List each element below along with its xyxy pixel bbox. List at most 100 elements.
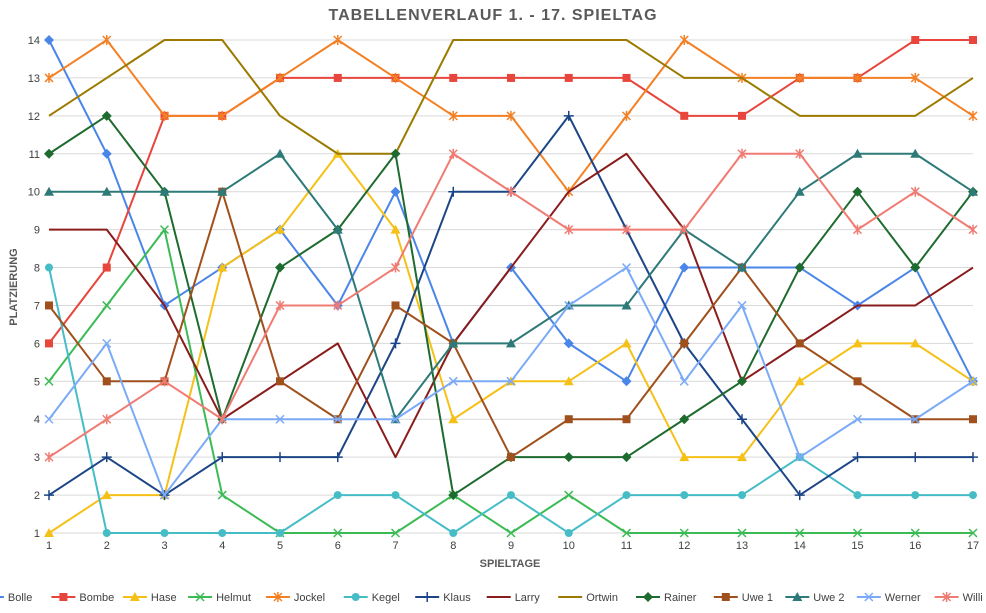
legend-label: Jockel [294,592,325,604]
data-point [969,491,977,500]
data-point [102,377,111,386]
data-point [159,186,170,196]
legend-item: Helmut [188,592,251,604]
data-point [794,186,805,196]
legend: Bolle Bombe Hase Helmut Jockel Kegel Klaus Larr… [0,592,983,604]
data-point [159,490,170,500]
data-point [390,224,401,234]
data-point [563,110,574,121]
data-point [564,224,574,235]
x-tick-label: 9 [508,540,514,552]
legend-item: Uwe 2 [785,592,844,604]
x-tick-label: 10 [563,540,575,552]
data-point [507,491,515,500]
y-tick-label: 12 [28,111,40,123]
legend-label: Hase [151,592,177,604]
data-point [275,414,285,424]
data-point [968,452,978,463]
data-point [564,415,573,424]
data-point [333,73,342,82]
data-point [795,339,804,348]
legend-label: Ortwin [586,592,618,604]
data-point [737,528,747,538]
legend-label: Willi [963,592,983,604]
data-point [44,452,54,463]
y-tick-label: 5 [34,376,40,388]
y-tick-label: 7 [34,300,40,312]
data-point [217,262,228,272]
data-point [390,262,401,273]
data-point [44,72,54,83]
data-point [795,148,805,159]
data-point [45,339,53,348]
data-point [333,491,342,500]
data-point [59,593,68,601]
data-point [102,35,112,45]
data-point [794,490,805,501]
y-tick-label: 3 [34,452,40,464]
data-point [910,72,920,83]
data-point [795,72,805,83]
chart-title: TABELLENVERLAUF 1. - 17. SPIELTAG [328,7,657,24]
data-point [911,491,920,500]
data-point [44,528,54,537]
data-point [679,414,690,425]
data-point [910,528,920,538]
data-point [679,35,689,45]
data-point [506,186,516,197]
data-point [448,376,458,386]
legend-item: Bombe [51,592,114,604]
data-point [721,593,730,601]
data-point [852,452,863,463]
data-point [852,528,863,538]
series-line [48,39,974,155]
legend-item: Rainer [636,592,697,604]
data-point [101,186,112,196]
data-point [351,593,360,601]
data-point [507,73,515,82]
data-point [275,224,285,234]
data-point [101,452,112,463]
y-tick-label: 11 [29,149,40,161]
data-point [448,490,459,501]
data-point [217,110,227,121]
data-point [942,592,952,602]
legend-item: Ortwin [558,592,618,604]
legend-label: Larry [515,592,541,604]
data-point [621,224,632,235]
y-tick-label: 9 [34,225,40,237]
data-point [275,148,285,158]
legend-item: Werner [856,592,921,604]
legend-item: Klaus [415,592,471,604]
data-point [852,186,863,197]
series-line [48,190,973,459]
data-point [449,73,458,82]
data-point [621,300,632,310]
data-point [506,528,516,538]
data-point [448,338,459,348]
legend-item: Jockel [265,592,325,604]
data-point [332,452,343,463]
data-point [217,186,228,196]
x-tick-label: 17 [967,540,979,552]
data-point [910,414,920,424]
data-point [968,528,978,538]
data-point [852,414,863,424]
data-point [506,376,516,386]
data-point [506,338,516,348]
data-point [737,300,747,310]
data-point [564,529,573,537]
data-point [448,148,458,159]
data-point [217,452,228,463]
data-point [910,186,920,197]
data-point [276,529,284,537]
data-point [864,592,874,602]
data-point [129,592,140,601]
legend-label: Werner [885,592,921,604]
data-point [737,452,747,462]
x-tick-label: 6 [335,540,341,552]
data-point [910,262,921,273]
x-tick-label: 3 [161,540,167,552]
data-point [968,376,978,386]
data-point [159,225,170,235]
